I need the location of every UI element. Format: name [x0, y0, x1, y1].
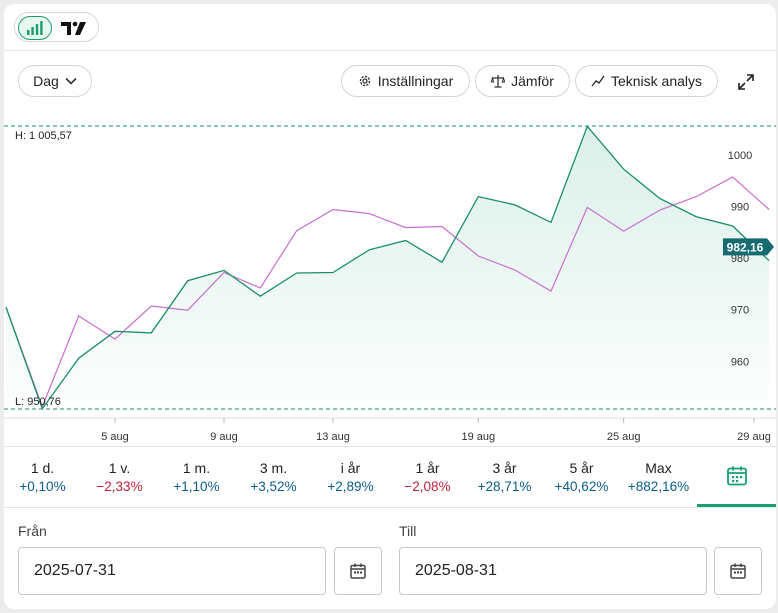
custom-range-tab[interactable]	[697, 447, 776, 507]
interval-label: Dag	[33, 73, 59, 89]
period-label: Max	[645, 460, 672, 476]
last-price-tag	[723, 238, 774, 256]
date-range-panel: Från 2025-07-31 Till 2025-08-31	[4, 510, 776, 609]
period-tab[interactable]: i år +2,89%	[312, 447, 389, 507]
period-label: 1 d.	[30, 460, 55, 476]
to-date-field[interactable]: 2025-08-31	[399, 547, 707, 595]
last-price-label: 982,16	[727, 240, 764, 254]
series-compare-line	[5, 176, 770, 409]
from-label: Från	[18, 523, 47, 539]
calendar-icon	[726, 466, 747, 485]
y-tick-label: 990	[731, 201, 749, 213]
period-tab[interactable]: 1 v. −2,33%	[81, 447, 158, 507]
y-tick-label: 1000	[728, 150, 752, 162]
period-change: +28,71%	[477, 479, 532, 494]
chart-view-button[interactable]	[18, 16, 52, 40]
from-date-field[interactable]: 2025-07-31	[18, 547, 326, 595]
chart-widget: Dag Inställningar Jämför Teknisk analys	[4, 4, 776, 609]
period-tab[interactable]: 1 år −2,08%	[389, 447, 466, 507]
settings-label: Inställningar	[377, 73, 454, 89]
y-tick-label: 970	[731, 305, 749, 317]
period-label: 3 år	[492, 460, 517, 476]
period-selector: Max +882,16% 5 år +40,62% 3 år +28,71% 1 år −2,…	[4, 446, 776, 508]
x-tick-label: 9 aug	[210, 431, 238, 443]
period-tab[interactable]: 1 d. +0,10%	[4, 447, 81, 507]
to-date-picker-button[interactable]	[714, 547, 762, 595]
scale-icon	[491, 75, 506, 88]
y-tick-label: 960	[731, 356, 749, 368]
period-label: 3 m.	[259, 460, 288, 476]
price-chart[interactable]: H: 1 005,57 L: 950,76 1000 990 980 970 960 5 …	[4, 100, 776, 446]
from-date-picker-button[interactable]	[334, 547, 382, 595]
x-tick-label: 29 aug	[737, 431, 771, 443]
low-label: L: 950,76	[15, 396, 61, 408]
period-label: 5 år	[569, 460, 594, 476]
series-main-line	[5, 125, 770, 411]
period-tab[interactable]: 5 år +40,62%	[543, 447, 620, 507]
period-change: −2,08%	[404, 479, 451, 494]
tradingview-logo-icon[interactable]	[60, 19, 88, 37]
y-tick-label: 980	[731, 253, 749, 265]
calendar-icon	[730, 563, 746, 579]
to-label: Till	[399, 523, 417, 539]
interval-select[interactable]: Dag	[18, 65, 92, 97]
period-tab[interactable]: 3 m. +3,52%	[235, 447, 312, 507]
period-label: 1 m.	[182, 460, 211, 476]
period-change: +0,10%	[19, 479, 66, 494]
period-label: 1 år	[415, 460, 440, 476]
view-toggle	[14, 12, 99, 42]
period-change: +882,16%	[627, 479, 690, 494]
compare-label: Jämför	[511, 73, 554, 89]
period-change: +40,62%	[554, 479, 609, 494]
period-label: i år	[340, 460, 361, 476]
high-label: H: 1 005,57	[15, 130, 72, 142]
x-tick-label: 25 aug	[607, 431, 641, 443]
x-tick-label: 13 aug	[316, 431, 350, 443]
series-main-area	[6, 126, 769, 410]
chart-header	[4, 4, 776, 51]
chart-toolbar: Dag Inställningar Jämför Teknisk analys	[4, 60, 776, 100]
period-tab[interactable]: Max +882,16%	[620, 447, 697, 507]
technical-analysis-label: Teknisk analys	[610, 73, 703, 89]
technical-analysis-button[interactable]: Teknisk analys	[575, 65, 718, 97]
period-change: +3,52%	[250, 479, 297, 494]
bar-chart-icon	[27, 21, 43, 35]
period-tab[interactable]: 3 år +28,71%	[466, 447, 543, 507]
gear-icon	[359, 75, 370, 87]
period-tab[interactable]: 1 m. +1,10%	[158, 447, 235, 507]
trend-line-icon	[591, 75, 605, 87]
compare-button[interactable]: Jämför	[475, 65, 570, 97]
calendar-icon	[350, 563, 366, 579]
expand-icon[interactable]	[736, 72, 756, 92]
price-chart-svg: H: 1 005,57 L: 950,76 1000 990 980 970 960 5 …	[4, 125, 776, 443]
x-tick-label: 5 aug	[101, 431, 129, 443]
period-change: −2,33%	[96, 479, 143, 494]
period-label: 1 v.	[108, 460, 131, 476]
period-change: +1,10%	[173, 479, 220, 494]
chevron-down-icon	[65, 77, 77, 85]
x-tick-label: 19 aug	[462, 431, 496, 443]
settings-button[interactable]: Inställningar	[341, 65, 470, 97]
period-change: +2,89%	[327, 479, 374, 494]
